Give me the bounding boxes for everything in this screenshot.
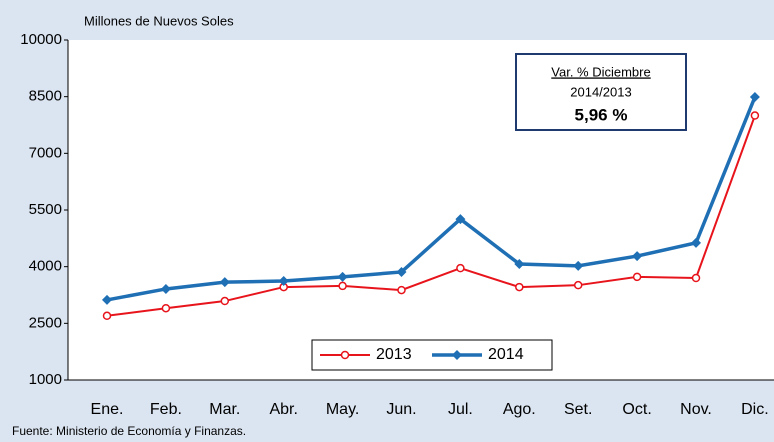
point xyxy=(278,276,289,287)
source: Fuente: Ministerio de Economía y Finanza… xyxy=(12,424,246,438)
x-tick-label: Set. xyxy=(564,401,592,418)
point xyxy=(514,259,525,270)
x-tick-label: Jul. xyxy=(448,401,473,418)
x-tick-label: Ene. xyxy=(91,401,124,418)
point xyxy=(573,260,584,271)
series-line xyxy=(106,96,757,302)
point xyxy=(632,251,643,262)
annotation-subtitle: 2014/2013 xyxy=(570,84,631,99)
point xyxy=(397,285,406,295)
annotation-title: Var. % Diciembre xyxy=(551,64,650,79)
legend-label: 2013 xyxy=(376,346,412,363)
point xyxy=(160,283,171,294)
annotation-value: 5,96 % xyxy=(575,105,628,124)
point xyxy=(515,282,524,292)
y-tick-label: 5500 xyxy=(29,201,62,218)
x-tick-label: Feb. xyxy=(150,401,182,418)
point xyxy=(161,303,171,313)
point xyxy=(749,92,760,103)
point xyxy=(338,281,347,291)
y-tick-label: 1000 xyxy=(29,371,62,388)
point xyxy=(750,111,760,120)
point xyxy=(691,273,701,283)
legend-label: 2014 xyxy=(488,346,524,363)
point xyxy=(396,266,407,277)
y-tick-label: 7000 xyxy=(29,144,62,161)
point xyxy=(455,214,466,225)
point xyxy=(102,311,112,321)
point xyxy=(573,280,583,290)
x-tick-label: Nov. xyxy=(680,401,712,418)
point xyxy=(456,263,465,273)
x-tick-label: Jun. xyxy=(386,401,416,418)
y-tick-label: 8500 xyxy=(29,88,62,105)
point xyxy=(220,296,230,306)
y-tick-label: 10000 xyxy=(20,31,62,48)
x-tick-label: Ago. xyxy=(503,401,536,418)
y-axis-label: Millones de Nuevos Soles xyxy=(84,13,234,28)
annotation-box xyxy=(515,53,687,131)
point xyxy=(340,350,350,360)
point xyxy=(632,272,642,282)
y-tick-label: 4000 xyxy=(29,258,62,275)
point xyxy=(452,350,462,360)
x-tick-label: Mar. xyxy=(209,401,240,418)
y-tick-label: 2500 xyxy=(29,314,62,331)
series-line xyxy=(106,115,756,317)
point xyxy=(691,237,701,248)
x-tick-label: Abr. xyxy=(269,401,297,418)
point xyxy=(102,294,112,305)
x-tick-label: Dic. xyxy=(741,401,769,418)
x-tick-label: Oct. xyxy=(622,401,651,418)
point xyxy=(337,271,348,282)
x-tick-label: May. xyxy=(326,401,359,418)
point xyxy=(219,277,230,288)
